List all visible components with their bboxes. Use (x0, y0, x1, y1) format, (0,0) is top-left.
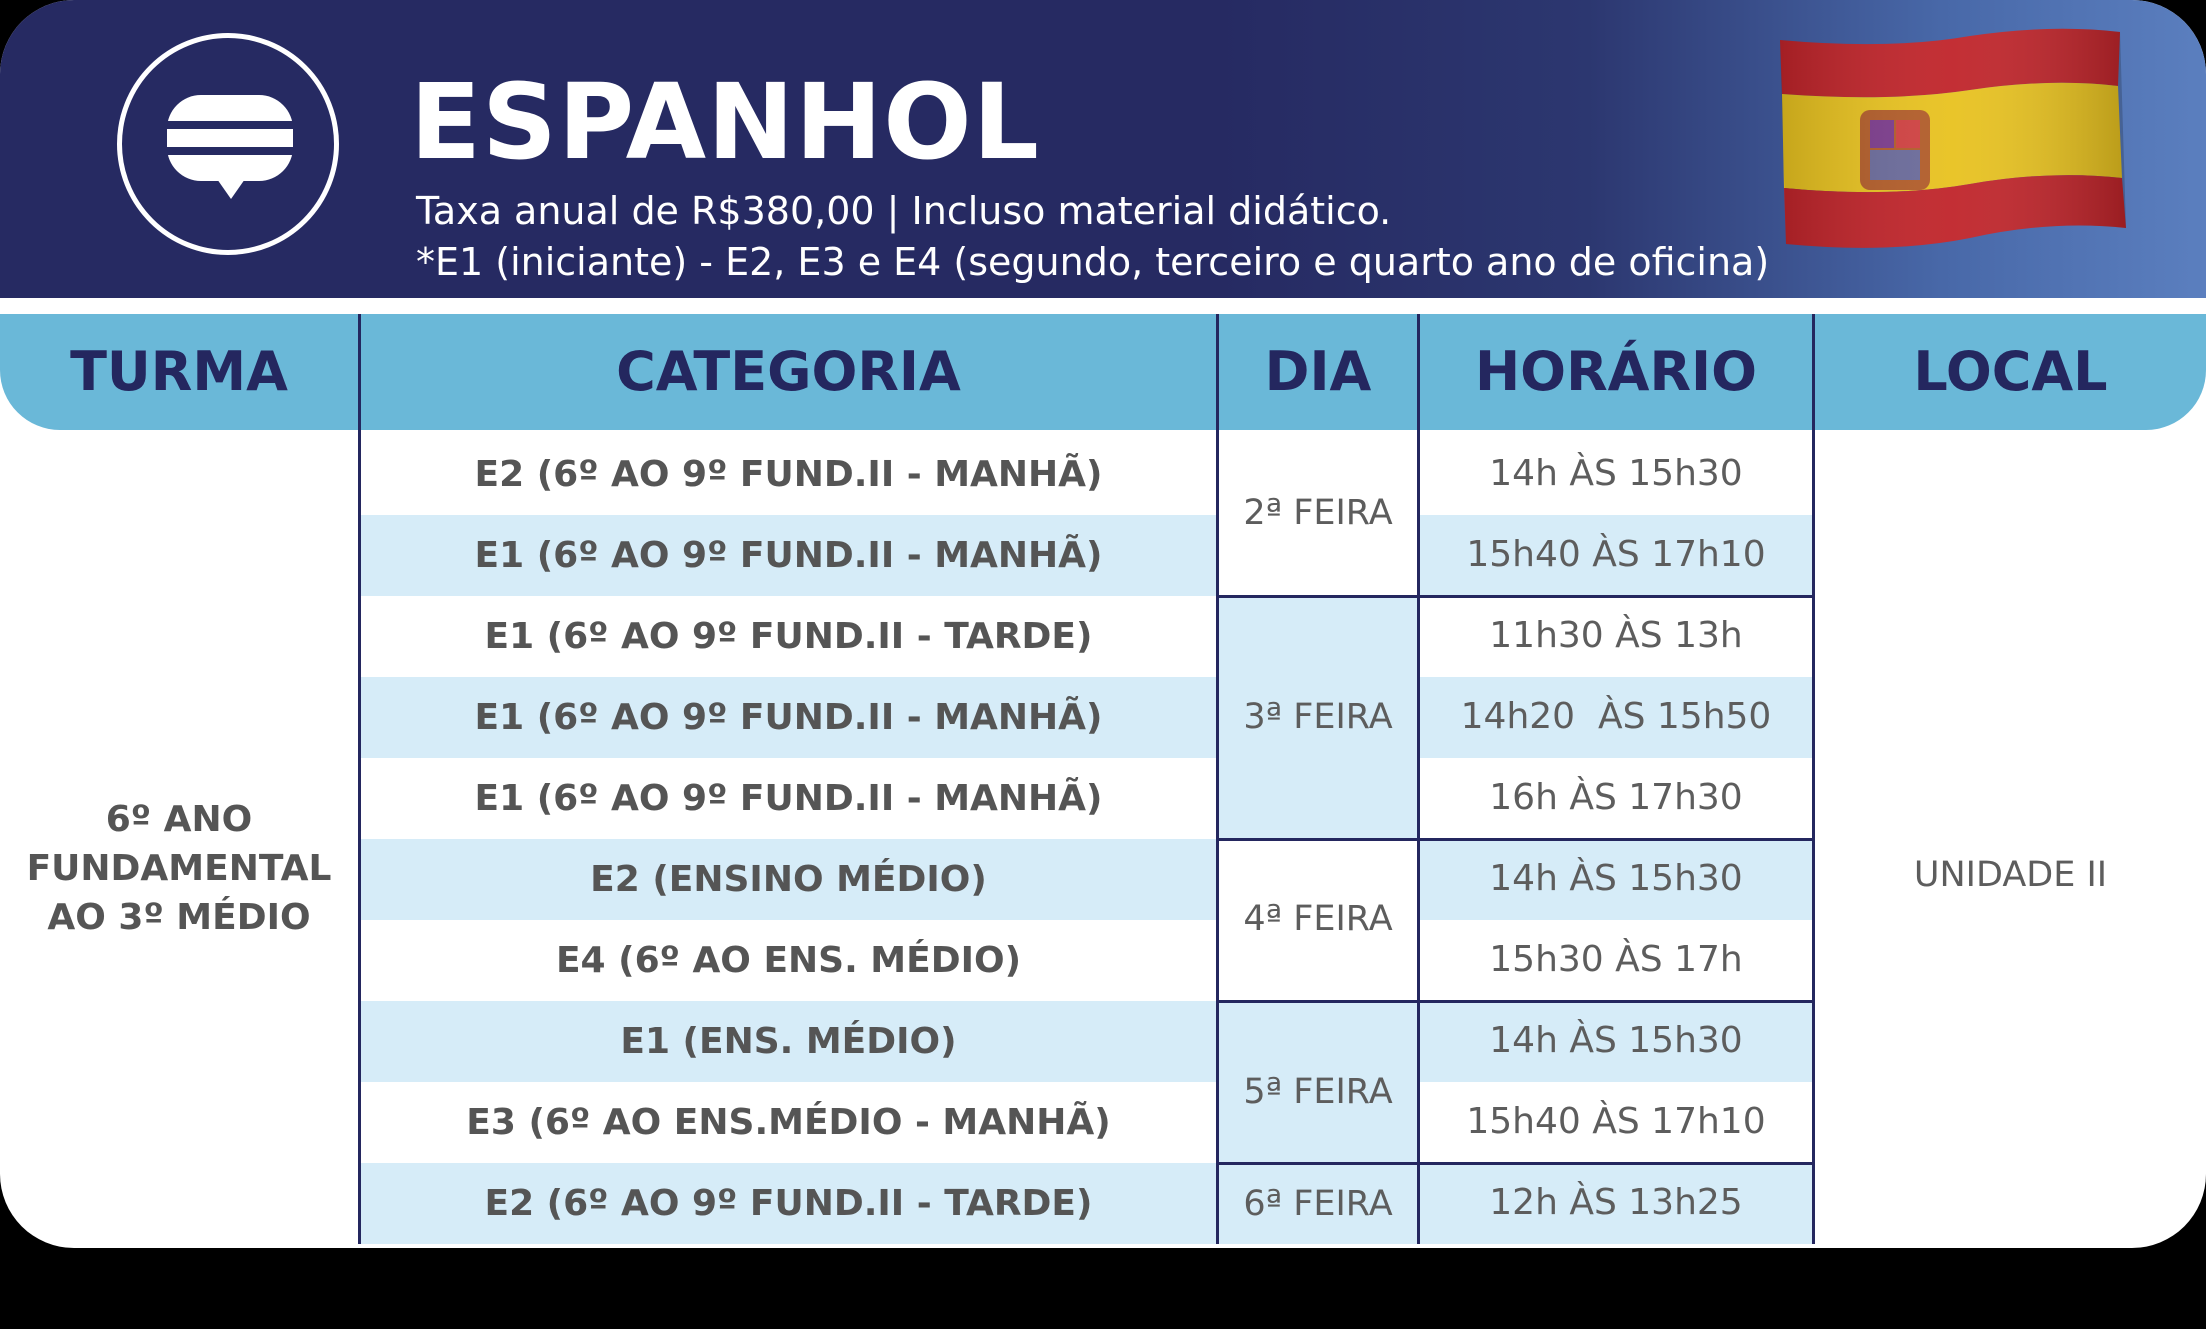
table-cell-categoria: E1 (6º AO 9º FUND.II - MANHÃ) (474, 697, 1103, 738)
table-cell-horario: 16h ÀS 17h30 (1489, 777, 1743, 818)
logo-circle (117, 33, 339, 255)
categoria-row-bg (361, 1082, 1216, 1163)
table-cell-horario: 15h40 ÀS 17h10 (1466, 1101, 1766, 1142)
table-cell-dia: 4ª FEIRA (1243, 899, 1393, 939)
column-header-turma: TURMA (70, 340, 288, 403)
horario-row-bg (1420, 920, 1812, 1001)
turma-line: 6º ANO (105, 799, 253, 840)
horario-row-bg (1420, 677, 1812, 758)
column-divider (1812, 314, 1815, 1244)
dia-group-bg (1219, 430, 1417, 596)
turma-line: FUNDAMENTAL (26, 848, 332, 889)
column-header-row: TURMA CATEGORIA DIA HORÁRIO LOCAL (0, 314, 2206, 430)
schedule-card: ESPANHOL Taxa anual de R$380,00 | Inclus… (0, 0, 2206, 1248)
table-cell-categoria: E1 (ENS. MÉDIO) (620, 1021, 957, 1062)
subtitle-fee: Taxa anual de R$380,00 | Incluso materia… (416, 189, 1392, 233)
table-cell-horario: 12h ÀS 13h25 (1489, 1182, 1743, 1223)
chat-bubble-icon (165, 95, 295, 199)
horario-row-bg (1420, 839, 1812, 920)
table-cell-categoria: E4 (6º AO ENS. MÉDIO) (555, 940, 1022, 981)
table-cell-dia: 2ª FEIRA (1243, 493, 1393, 533)
table-cell-categoria: E3 (6º AO ENS.MÉDIO - MANHÃ) (466, 1102, 1111, 1143)
dia-group-bg (1219, 839, 1417, 1001)
horario-row-bg (1420, 1001, 1812, 1082)
dia-group-bg (1219, 1163, 1417, 1244)
column-header-local: LOCAL (1913, 340, 2108, 403)
categoria-row-bg (361, 839, 1216, 920)
horario-row-bg (1420, 596, 1812, 677)
horario-row-bg (1420, 1082, 1812, 1163)
table-cell-dia: 6ª FEIRA (1243, 1184, 1393, 1224)
horario-row-bg (1420, 758, 1812, 839)
table-cell-categoria: E1 (6º AO 9º FUND.II - TARDE) (484, 616, 1093, 657)
column-header-dia: DIA (1264, 340, 1372, 403)
table-cell-horario: 15h30 ÀS 17h (1489, 939, 1743, 980)
dia-group-bg (1219, 1001, 1417, 1163)
column-divider (358, 314, 361, 1244)
column-header-horario: HORÁRIO (1474, 340, 1758, 403)
categoria-row-bg (361, 1001, 1216, 1082)
categoria-row-bg (361, 515, 1216, 596)
column-divider (1216, 314, 1219, 1244)
horario-row-bg (1420, 430, 1812, 511)
dia-group-bg (1219, 596, 1417, 839)
table-cell-horario: 14h ÀS 15h30 (1489, 858, 1743, 899)
day-group-divider (1217, 1162, 1813, 1165)
spain-flag-icon (1780, 28, 2126, 248)
categoria-row-bg (361, 920, 1216, 1001)
day-group-divider (1217, 595, 1813, 598)
day-group-divider (1217, 1000, 1813, 1003)
table-cell-local: UNIDADE II (1913, 855, 2108, 895)
table-cell-categoria: E2 (6º AO 9º FUND.II - MANHÃ) (474, 454, 1103, 495)
categoria-row-bg (361, 1163, 1216, 1244)
horario-row-bg (1420, 515, 1812, 596)
table-cell-categoria: E2 (6º AO 9º FUND.II - TARDE) (484, 1183, 1093, 1224)
subtitle-levels: *E1 (iniciante) - E2, E3 e E4 (segundo, … (416, 240, 1770, 284)
categoria-row-bg (361, 596, 1216, 677)
table-cell-categoria: E2 (ENSINO MÉDIO) (590, 859, 987, 900)
turma-cell: 6º ANO FUNDAMENTAL AO 3º MÉDIO (0, 795, 358, 942)
column-divider (1417, 314, 1420, 1244)
categoria-row-bg (361, 677, 1216, 758)
categoria-row-bg (361, 430, 1216, 511)
table-cell-dia: 3ª FEIRA (1243, 697, 1393, 737)
table-cell-horario: 14h ÀS 15h30 (1489, 1020, 1743, 1061)
horario-row-bg (1420, 1163, 1812, 1244)
table-cell-categoria: E1 (6º AO 9º FUND.II - MANHÃ) (474, 535, 1103, 576)
table-cell-horario: 14h20 ÀS 15h50 (1460, 696, 1772, 737)
table-cell-dia: 5ª FEIRA (1243, 1072, 1393, 1112)
turma-line: AO 3º MÉDIO (47, 897, 311, 938)
column-header-categoria: CATEGORIA (616, 340, 961, 403)
day-group-divider (1217, 838, 1813, 841)
header-banner: ESPANHOL Taxa anual de R$380,00 | Inclus… (0, 0, 2206, 298)
table-cell-horario: 14h ÀS 15h30 (1489, 453, 1743, 494)
table-cell-horario: 11h30 ÀS 13h (1489, 615, 1743, 656)
table-cell-horario: 15h40 ÀS 17h10 (1466, 534, 1766, 575)
categoria-row-bg (361, 758, 1216, 839)
table-cell-categoria: E1 (6º AO 9º FUND.II - MANHÃ) (474, 778, 1103, 819)
header-divider (0, 298, 2206, 314)
page-title: ESPANHOL (410, 61, 1040, 183)
